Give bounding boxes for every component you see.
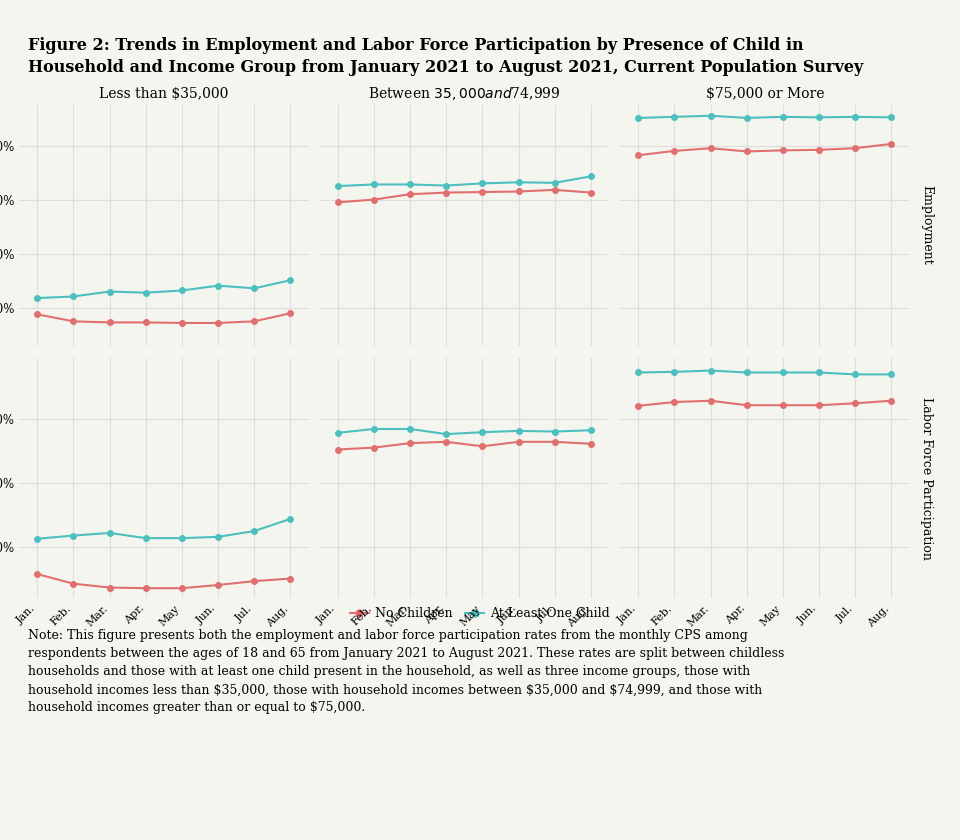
Title: $75,000 or More: $75,000 or More xyxy=(706,87,824,101)
Text: Employment: Employment xyxy=(920,186,933,265)
Title: Between $35,000 and $74,999: Between $35,000 and $74,999 xyxy=(368,85,561,102)
Text: Note: This figure presents both the employment and labor force participation rat: Note: This figure presents both the empl… xyxy=(29,629,784,714)
Text: Figure 2: Trends in Employment and Labor Force Participation by Presence of Chil: Figure 2: Trends in Employment and Labor… xyxy=(29,37,864,76)
Legend: No Children, At Least One Child: No Children, At Least One Child xyxy=(345,602,615,626)
Title: Less than $35,000: Less than $35,000 xyxy=(99,87,228,101)
Text: Labor Force Participation: Labor Force Participation xyxy=(920,396,933,559)
